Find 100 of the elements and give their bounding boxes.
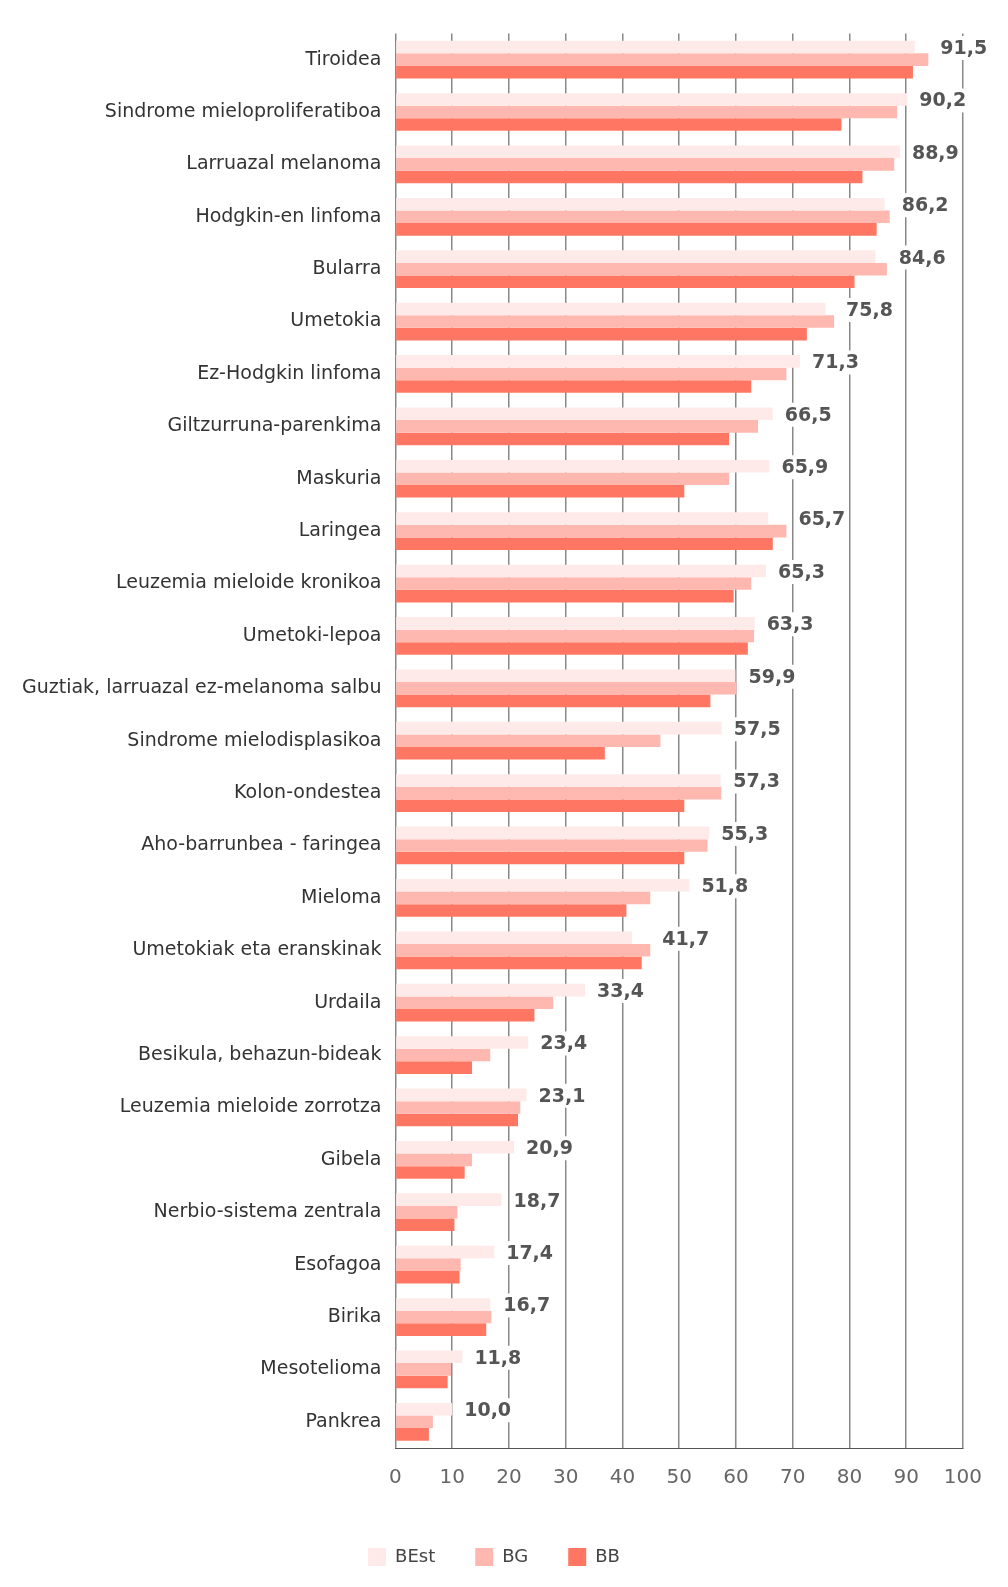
bar — [396, 1088, 527, 1102]
bar — [396, 1323, 487, 1336]
y-tick-label: Giltzurruna-parenkima — [167, 413, 382, 436]
bar — [396, 826, 710, 840]
data-label: 59,9 — [748, 664, 796, 687]
bar — [396, 1140, 515, 1154]
bar — [396, 577, 752, 590]
y-tick-label: Esofagoa — [294, 1251, 382, 1274]
data-label: 65,9 — [781, 455, 829, 478]
bar — [396, 524, 787, 538]
data-label: 65,7 — [798, 507, 846, 530]
bar — [396, 145, 900, 159]
bar — [396, 250, 876, 263]
data-label: 18,7 — [513, 1188, 561, 1211]
y-tick-label: Kolon-ondestea — [234, 780, 382, 803]
x-tick-label: 50 — [666, 1464, 692, 1489]
data-label: 88,9 — [911, 140, 959, 163]
data-label: 55,3 — [721, 821, 769, 844]
y-tick-label: Birika — [327, 1303, 382, 1326]
x-tick-label: 100 — [943, 1464, 983, 1489]
bar — [396, 983, 585, 997]
bar — [396, 1270, 460, 1284]
bar — [396, 262, 887, 276]
bar — [396, 118, 842, 131]
data-label: 65,3 — [778, 559, 825, 582]
data-label: 17,4 — [506, 1240, 554, 1263]
y-tick-label: Sindrome mielodisplasikoa — [127, 727, 382, 750]
bar — [396, 459, 770, 473]
bar — [396, 40, 915, 54]
data-label: 84,6 — [898, 245, 946, 268]
y-tick-label: Gibela — [320, 1146, 382, 1169]
bar — [396, 629, 755, 643]
bar — [396, 407, 773, 421]
y-tick-label: Guztiak, larruazal ez-melanoma salbu — [21, 675, 382, 698]
bar — [396, 1258, 461, 1271]
bar — [396, 589, 734, 603]
bar — [396, 891, 651, 905]
bar — [396, 1008, 535, 1022]
y-tick-label: Besikula, behazun-bideak — [137, 1041, 382, 1064]
bar — [396, 65, 913, 79]
bar — [396, 839, 708, 852]
bar — [396, 1375, 448, 1389]
data-label: 66,5 — [784, 402, 832, 425]
legend-label: BG — [502, 1544, 529, 1566]
bar — [396, 1153, 473, 1167]
bar — [396, 1415, 433, 1429]
y-tick-label: Pankrea — [305, 1408, 382, 1431]
bar — [396, 223, 877, 236]
bar — [396, 669, 736, 683]
bar — [396, 564, 766, 578]
bar — [396, 1402, 453, 1416]
data-label: 91,5 — [940, 35, 988, 58]
data-label: 41,7 — [662, 926, 710, 949]
y-tick-label: Tiroidea — [304, 46, 382, 69]
bar — [396, 158, 895, 171]
data-label: 57,5 — [733, 717, 781, 740]
bar — [396, 1101, 521, 1114]
y-tick-label: Mieloma — [301, 884, 382, 907]
bar — [396, 315, 835, 328]
bar — [396, 275, 855, 289]
bar — [396, 537, 773, 550]
legend-label: BB — [595, 1544, 620, 1566]
data-label: 20,9 — [526, 1136, 573, 1159]
bar — [396, 943, 651, 957]
y-tick-label: Nerbio-sistema zentrala — [153, 1199, 382, 1222]
bar — [396, 210, 890, 224]
x-tick-label: 60 — [723, 1464, 749, 1489]
bar — [396, 1061, 473, 1074]
y-tick-label: Sindrome mieloproliferatiboa — [104, 98, 382, 121]
y-tick-label: Umetokia — [290, 308, 382, 331]
bar — [396, 879, 690, 892]
data-label: 63,3 — [766, 612, 814, 635]
bar — [396, 1363, 452, 1376]
x-tick-label: 80 — [836, 1464, 863, 1489]
bar — [396, 746, 605, 760]
legend-label: BEst — [395, 1544, 436, 1566]
bar — [396, 721, 722, 735]
data-label: 71,3 — [812, 350, 859, 373]
y-tick-label: Maskuria — [296, 465, 382, 488]
data-label: 23,4 — [540, 1031, 588, 1054]
bar — [396, 1350, 463, 1364]
bar — [396, 774, 721, 787]
bar — [396, 512, 769, 525]
x-tick-label: 10 — [439, 1464, 465, 1489]
bar — [396, 799, 685, 812]
x-tick-label: 20 — [496, 1464, 522, 1489]
bar — [396, 472, 730, 486]
data-label: 75,8 — [846, 297, 893, 320]
bar — [396, 327, 807, 341]
data-label: 23,1 — [538, 1083, 586, 1106]
bar — [396, 734, 661, 747]
bar — [396, 956, 642, 970]
bar — [396, 485, 685, 498]
y-tick-label: Laringea — [298, 518, 382, 541]
y-tick-label: Larruazal melanoma — [186, 151, 382, 174]
bar — [396, 1193, 502, 1206]
y-tick-label: Leuzemia mieloide kronikoa — [115, 570, 382, 593]
y-tick-label: Aho-barrunbea - faringea — [141, 832, 382, 855]
x-tick-label: 30 — [552, 1464, 579, 1489]
bar — [396, 1113, 519, 1127]
